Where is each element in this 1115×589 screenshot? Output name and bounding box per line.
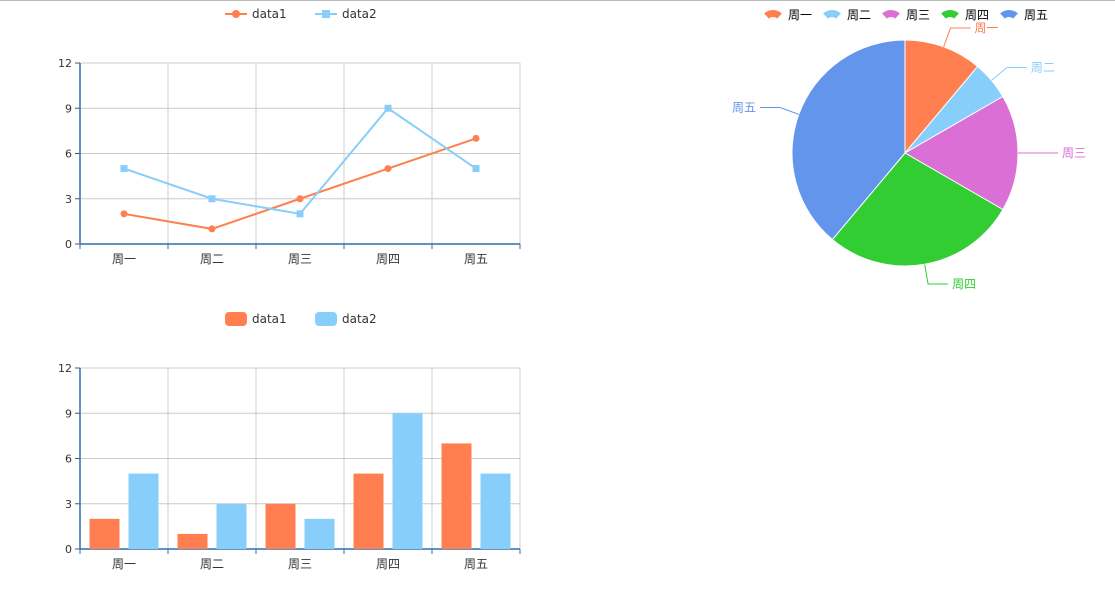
- line-chart-svg: 0 3 6 9 12 周一 周二 周三 周四 周五 data1 data2: [58, 7, 521, 266]
- y-tick-label: 6: [65, 453, 72, 466]
- pie-legend-item-0[interactable]: 周一: [764, 8, 812, 22]
- pie-legend-swatch: [823, 10, 841, 19]
- pie-slice-label-0: 周一: [974, 21, 998, 35]
- y-tick-label: 6: [65, 148, 72, 161]
- pie-leader-line-0: [943, 27, 971, 47]
- pie-slice-0[interactable]: [904, 39, 979, 155]
- bar-data2-0[interactable]: [128, 473, 159, 549]
- pie-legend-swatch: [764, 9, 782, 19]
- bar-chart-svg: 0 3 6 9 12 周一 周二 周三 周四 周五 data1 data2: [58, 312, 521, 571]
- y-tick-label: 12: [58, 362, 72, 375]
- legend-item-data1[interactable]: data1: [225, 7, 287, 21]
- legend-label: data1: [252, 7, 287, 21]
- data-point-data1-3[interactable]: [384, 165, 392, 173]
- pie-legend-label: 周一: [788, 8, 812, 22]
- legend-item-data1[interactable]: data1: [225, 312, 287, 326]
- data-point-data1-4[interactable]: [472, 134, 480, 142]
- legend-item-data2[interactable]: data2: [315, 312, 377, 326]
- pie-legend-swatch: [882, 10, 900, 19]
- data-point-data2-3[interactable]: [384, 104, 392, 112]
- pie-legend-item-2[interactable]: 周三: [882, 8, 930, 22]
- pie-slice-label-3: 周四: [952, 277, 976, 291]
- legend-item-data2[interactable]: data2: [315, 7, 377, 21]
- bar-data2-3[interactable]: [392, 413, 423, 549]
- pie-chart: 周一 周二 周三 周四 周五 周一 周二 周三 周四 周五: [700, 1, 1115, 301]
- bar-data2-2[interactable]: [304, 518, 335, 549]
- x-tick-label: 周二: [200, 557, 224, 571]
- bar-data2-1[interactable]: [216, 503, 247, 549]
- legend-label: data2: [342, 312, 377, 326]
- pie-legend-swatch: [1000, 10, 1018, 19]
- pie-slice-4[interactable]: [791, 39, 906, 241]
- y-tick-label: 9: [65, 407, 72, 420]
- bar-data1-2[interactable]: [265, 503, 296, 549]
- pie-leader-line-3: [924, 264, 949, 285]
- x-tick-label: 周五: [464, 252, 488, 266]
- pie-legend-swatch: [941, 10, 959, 19]
- bar-data1-1[interactable]: [177, 533, 208, 549]
- pie-slice-label-1: 周二: [1031, 61, 1055, 75]
- x-tick-label: 周三: [288, 252, 312, 266]
- pie-leader-line-4: [760, 107, 799, 115]
- pie-legend-item-4[interactable]: 周五: [1000, 8, 1048, 22]
- pie-legend-label: 周四: [965, 8, 989, 22]
- x-tick-label: 周五: [464, 557, 488, 571]
- data-point-data1-0[interactable]: [120, 210, 128, 218]
- pie-slice-label-2: 周三: [1062, 146, 1086, 160]
- y-tick-label: 12: [58, 57, 72, 70]
- bar-chart: 0 3 6 9 12 周一 周二 周三 周四 周五 data1 data2: [0, 306, 560, 585]
- pie-legend-label: 周五: [1024, 8, 1048, 22]
- legend-label: data2: [342, 7, 377, 21]
- pie-legend-label: 周二: [847, 8, 871, 22]
- data-point-data1-1[interactable]: [208, 225, 216, 233]
- x-tick-label: 周四: [376, 557, 400, 571]
- y-tick-label: 0: [65, 543, 72, 556]
- pie-leader-line-1: [991, 67, 1027, 81]
- bar-data2-4[interactable]: [480, 473, 511, 549]
- pie-slice-label-4: 周五: [732, 101, 756, 115]
- legend-square-marker: [322, 10, 330, 18]
- bar-data1-4[interactable]: [441, 443, 472, 549]
- pie-legend-label: 周三: [906, 8, 930, 22]
- pie-slice-3[interactable]: [831, 152, 1004, 267]
- x-tick-label: 周三: [288, 557, 312, 571]
- pie-legend-item-3[interactable]: 周四: [941, 8, 989, 22]
- data-point-data2-4[interactable]: [472, 165, 480, 173]
- x-tick-label: 周四: [376, 252, 400, 266]
- pie-legend-item-1[interactable]: 周二: [823, 8, 871, 22]
- data-point-data2-1[interactable]: [208, 195, 216, 203]
- bar-data1-0[interactable]: [89, 518, 120, 549]
- y-tick-label: 3: [65, 193, 72, 206]
- legend-label: data1: [252, 312, 287, 326]
- x-tick-label: 周一: [112, 252, 136, 266]
- legend-circle-marker: [232, 10, 240, 18]
- bar-data1-3[interactable]: [353, 473, 384, 549]
- y-tick-label: 3: [65, 498, 72, 511]
- legend-bar-swatch: [225, 312, 247, 326]
- data-point-data2-2[interactable]: [296, 210, 304, 218]
- y-tick-label: 9: [65, 102, 72, 115]
- x-tick-label: 周一: [112, 557, 136, 571]
- y-tick-label: 0: [65, 238, 72, 251]
- line-chart: 0 3 6 9 12 周一 周二 周三 周四 周五 data1 data2: [0, 1, 560, 281]
- legend-bar-swatch: [315, 312, 337, 326]
- data-point-data1-2[interactable]: [296, 195, 304, 203]
- data-point-data2-0[interactable]: [120, 165, 128, 173]
- x-tick-label: 周二: [200, 252, 224, 266]
